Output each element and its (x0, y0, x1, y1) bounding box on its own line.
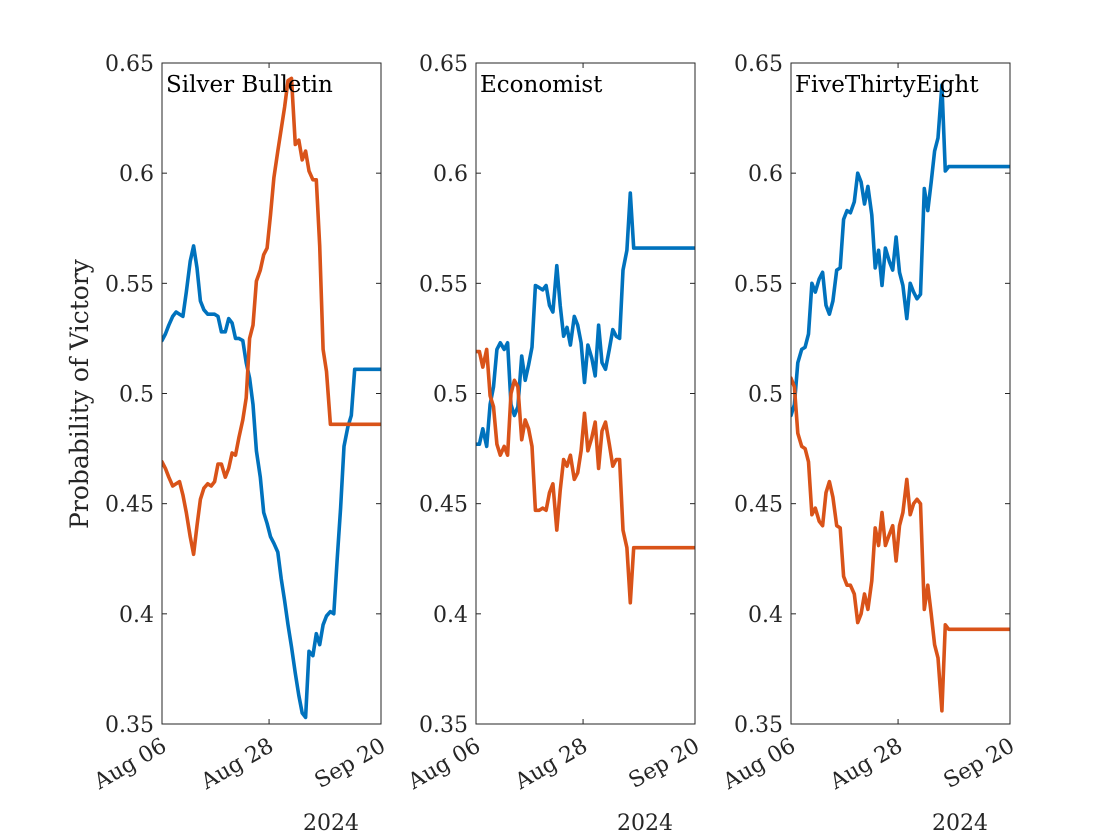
x-tick-label: Aug 28 (196, 734, 278, 796)
y-tick-label: 0.5 (433, 383, 468, 408)
y-tick-label: 0.6 (748, 162, 783, 187)
y-tick-label: 0.35 (419, 713, 468, 738)
y-axis-label: Probability of Victory (65, 258, 94, 529)
panels: 0.35 0.4 0.45 0.5 0.55 0.6 0.65 Aug 06 Aug 28 Sep… (89, 52, 1019, 836)
y-tick-label: 0.65 (734, 52, 783, 77)
series-line-blue (162, 244, 381, 720)
y-tick-label: 0.65 (105, 52, 154, 77)
x-tick-label: Sep 20 (625, 734, 704, 794)
x-secondary-label: 2024 (617, 811, 673, 836)
y-tick-label: 0.4 (748, 603, 783, 628)
y-tick-label: 0.4 (433, 603, 468, 628)
x-tick-label: Aug 06 (718, 734, 800, 796)
y-tick-label: 0.55 (419, 272, 468, 297)
y-tick-label: 0.35 (105, 713, 154, 738)
panel-0: 0.35 0.4 0.45 0.5 0.55 0.6 0.65 Aug 06 Aug 28 Sep… (89, 52, 390, 836)
series-line-orange (476, 347, 695, 605)
x-secondary-label: 2024 (303, 811, 359, 836)
x-tick-label: Aug 28 (510, 734, 592, 796)
x-tick-label: Aug 06 (89, 734, 171, 796)
panel-title: Economist (480, 72, 603, 98)
y-tick-label: 0.5 (748, 383, 783, 408)
axes-box (790, 62, 1011, 725)
y-tick-label: 0.55 (734, 272, 783, 297)
y-tick-label: 0.35 (734, 713, 783, 738)
y-tick-label: 0.6 (119, 162, 154, 187)
x-tick-label: Sep 20 (940, 734, 1019, 794)
y-tick-label: 0.45 (105, 493, 154, 518)
x-tick-label: Aug 28 (825, 734, 907, 796)
panel-title: FiveThirtyEight (795, 72, 979, 98)
y-tick-label: 0.45 (734, 493, 783, 518)
y-tick-label: 0.55 (105, 272, 154, 297)
series-line-orange (791, 376, 1010, 713)
series-group (791, 83, 1010, 713)
panel-title: Silver Bulletin (166, 72, 333, 98)
series-group (162, 76, 381, 720)
y-tick-label: 0.45 (419, 493, 468, 518)
y-tick-label: 0.65 (419, 52, 468, 77)
y-tick-label: 0.5 (119, 383, 154, 408)
x-tick-label: Aug 06 (403, 734, 485, 796)
series-line-orange (162, 76, 381, 557)
axes-box (161, 62, 382, 725)
panel-2: 0.35 0.4 0.45 0.5 0.55 0.6 0.65 Aug 06 Aug 28 Sep… (718, 52, 1019, 836)
x-secondary-label: 2024 (932, 811, 988, 836)
panel-1: 0.35 0.4 0.45 0.5 0.55 0.6 0.65 Aug 06 Aug 28 Sep… (403, 52, 704, 836)
y-tick-label: 0.6 (433, 162, 468, 187)
series-group (476, 191, 695, 605)
y-tick-label: 0.4 (119, 603, 154, 628)
series-line-blue (476, 191, 695, 449)
series-line-blue (791, 83, 1010, 418)
x-tick-label: Sep 20 (311, 734, 390, 794)
